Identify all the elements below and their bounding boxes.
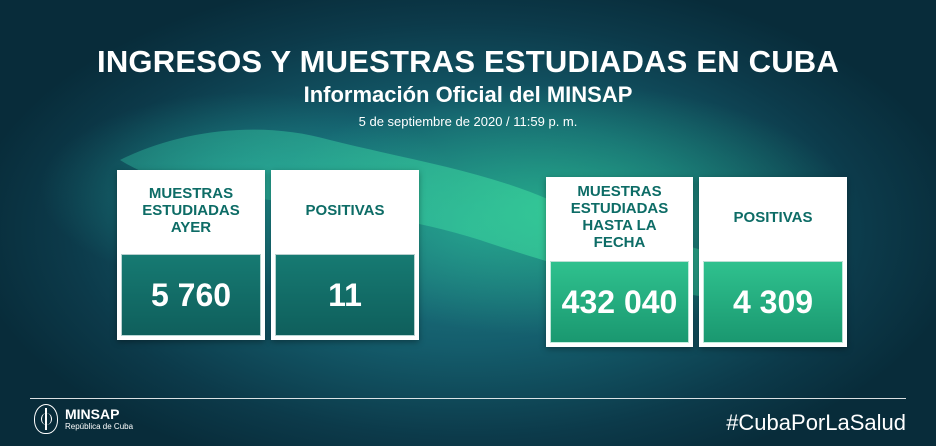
page-title: INGRESOS Y MUESTRAS ESTUDIADAS EN CUBA — [97, 44, 839, 79]
card-value: 432 040 — [550, 261, 689, 343]
card-value: 4 309 — [703, 261, 843, 343]
card-label: POSITIVAS — [305, 201, 385, 219]
hashtag: #CubaPorLaSalud — [726, 410, 906, 435]
minsap-caduceus-icon — [34, 404, 58, 434]
card-positivas-ayer: POSITIVAS 11 — [271, 170, 419, 340]
footer-divider — [30, 398, 906, 399]
card-label: MUESTRAS ESTUDIADAS HASTA LA FECHA — [570, 183, 669, 251]
minsap-logo: MINSAP República de Cuba — [34, 404, 133, 434]
logo-subtitle: República de Cuba — [65, 421, 134, 431]
card-value: 5 760 — [121, 254, 261, 336]
logo-name: MINSAP — [65, 405, 120, 422]
page-subtitle: Información Oficial del MINSAP — [303, 82, 633, 107]
card-positivas-total: POSITIVAS 4 309 — [699, 177, 847, 347]
card-value: 11 — [275, 254, 415, 336]
card-label: POSITIVAS — [733, 208, 813, 226]
card-muestras-total: MUESTRAS ESTUDIADAS HASTA LA FECHA 432 0… — [546, 177, 693, 347]
header: INGRESOS Y MUESTRAS ESTUDIADAS EN CUBA I… — [0, 44, 936, 130]
card-muestras-ayer: MUESTRAS ESTUDIADAS AYER 5 760 — [117, 170, 265, 340]
card-label: MUESTRAS ESTUDIADAS AYER — [142, 184, 240, 236]
report-date: 5 de septiembre de 2020 / 11:59 p. m. — [358, 114, 578, 129]
